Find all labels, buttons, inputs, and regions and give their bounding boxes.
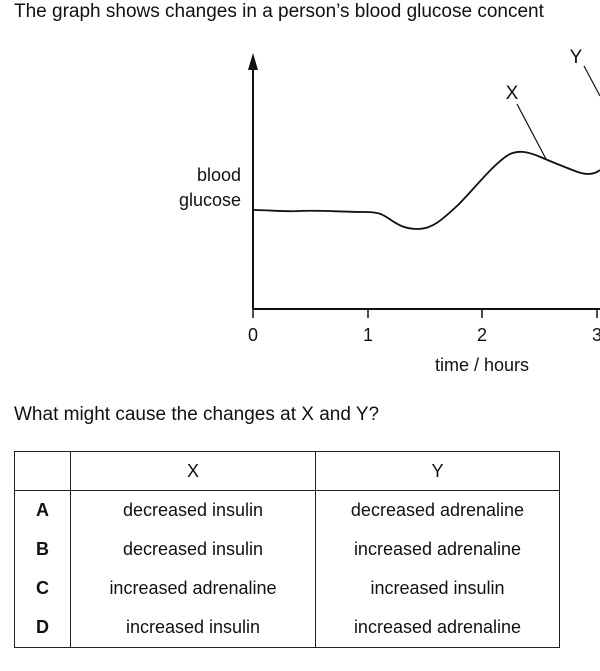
header-y: Y bbox=[315, 451, 560, 491]
point-label-y: Y bbox=[570, 47, 583, 68]
option-y: increased adrenaline bbox=[315, 608, 560, 648]
option-y: increased insulin bbox=[315, 569, 560, 608]
answer-table: X Y A decreased insulin decreased adrena… bbox=[14, 451, 560, 648]
table-row[interactable]: D increased insulin increased adrenaline bbox=[14, 608, 560, 648]
option-x: decreased insulin bbox=[70, 530, 316, 569]
table-row[interactable]: B decreased insulin increased adrenaline bbox=[14, 530, 560, 569]
table-row[interactable]: A decreased insulin decreased adrenaline bbox=[14, 490, 560, 530]
x-tick-label-2: 2 bbox=[477, 325, 487, 345]
option-letter: D bbox=[14, 608, 71, 648]
option-x: decreased insulin bbox=[70, 490, 316, 530]
option-x: increased adrenaline bbox=[70, 569, 316, 608]
x-tick-label-0: 0 bbox=[248, 325, 258, 345]
table-row[interactable]: C increased adrenaline increased insulin bbox=[14, 569, 560, 608]
y-axis-label-line2: glucose bbox=[179, 190, 241, 210]
x-axis-label: time / hours bbox=[435, 355, 529, 375]
table-header-row: X Y bbox=[14, 451, 560, 491]
question-text: What might cause the changes at X and Y? bbox=[14, 404, 380, 425]
option-letter: C bbox=[14, 569, 71, 608]
point-label-x: X bbox=[506, 83, 519, 104]
option-x: increased insulin bbox=[70, 608, 316, 648]
intro-text: The graph shows changes in a person’s bl… bbox=[14, 1, 544, 22]
option-letter: A bbox=[14, 490, 71, 530]
pointer-line-x bbox=[516, 103, 547, 160]
glucose-curve bbox=[252, 150, 600, 230]
y-axis-label-line1: blood bbox=[197, 165, 241, 185]
header-x: X bbox=[70, 451, 316, 491]
blood-glucose-graph: 0 1 2 3 blood glucose time / hours X Y bbox=[179, 47, 600, 375]
x-tick-label-1: 1 bbox=[363, 325, 373, 345]
option-y: decreased adrenaline bbox=[315, 490, 560, 530]
x-tick-label-3: 3 bbox=[592, 325, 600, 345]
option-y: increased adrenaline bbox=[315, 530, 560, 569]
y-axis-arrow bbox=[248, 53, 258, 70]
header-letter bbox=[14, 451, 71, 491]
option-letter: B bbox=[14, 530, 71, 569]
pointer-line-y bbox=[583, 65, 600, 97]
